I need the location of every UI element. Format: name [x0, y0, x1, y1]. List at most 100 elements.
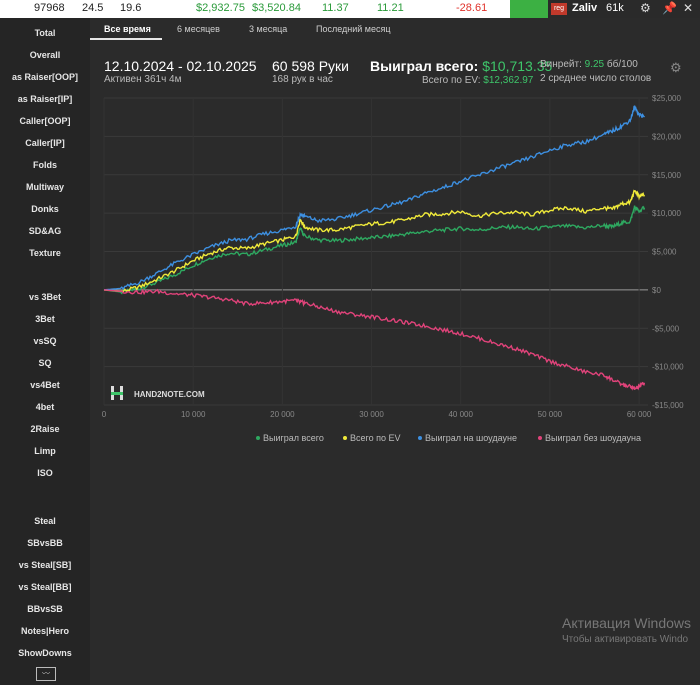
ev-total-value: $12,362.97	[483, 75, 534, 86]
total-won: Выиграл всего: $10,713.35	[370, 58, 552, 74]
status-indicator	[510, 0, 548, 18]
close-icon[interactable]: ✕	[683, 1, 694, 15]
chart-settings-icon[interactable]: ⚙	[670, 60, 682, 75]
logo-text: HAND2NOTE.COM	[134, 390, 205, 399]
y-tick-label: $15,000	[652, 171, 681, 180]
sidebar-item[interactable]: SQ	[38, 358, 52, 368]
user-panel: reg Zaliv 61k ⚙ 📌 ✕	[548, 0, 700, 18]
stat-ev-won: $3,520.84	[252, 2, 301, 14]
ev-total-label: Всего по EV:	[422, 75, 481, 86]
series-line	[103, 205, 646, 295]
x-tick-label: 40 000	[448, 410, 473, 419]
x-tick-label: 30 000	[359, 410, 384, 419]
legend-marker	[418, 436, 422, 440]
sidebar-item[interactable]: 3Bet	[35, 314, 55, 324]
sidebar-item[interactable]: Limp	[34, 446, 56, 456]
sidebar-item[interactable]: SD&AG	[28, 226, 62, 236]
user-hands: 61k	[606, 2, 624, 14]
date-range: 12.10.2024 - 02.10.2025	[104, 58, 257, 74]
x-tick-label: 50 000	[538, 410, 563, 419]
active-time: Активен 361ч 4м	[104, 74, 182, 85]
user-badge: reg	[551, 3, 567, 15]
sidebar-item[interactable]: as Raiser[OOP]	[11, 72, 79, 82]
legend-label: Выиграл на шоудауне	[425, 433, 517, 443]
sidebar-item[interactable]: vs Steal[SB]	[18, 560, 72, 570]
y-tick-label: $10,000	[652, 209, 681, 218]
sidebar-item[interactable]: SBvsBB	[27, 538, 63, 548]
sidebar-item[interactable]: Donks	[31, 204, 59, 214]
winrate: Винрейт: 9.25 бб/100	[540, 59, 638, 70]
y-tick-label: $5,000	[652, 248, 677, 257]
sidebar-item[interactable]: vsSQ	[33, 336, 57, 346]
hands-per-hour: 168 рук в час	[272, 74, 333, 85]
sidebar-item[interactable]: 4bet	[35, 402, 55, 412]
logo-icon	[111, 392, 123, 395]
tab-all-time[interactable]: Все время	[104, 24, 151, 34]
sidebar-item[interactable]: Total	[34, 28, 56, 38]
winrate-label: Винрейт:	[540, 59, 582, 70]
sidebar-item[interactable]: Steal	[34, 516, 56, 526]
sidebar-item[interactable]: Caller[IP]	[25, 138, 65, 148]
sidebar-item[interactable]: BBvsSB	[27, 604, 63, 614]
y-tick-label: $25,000	[652, 94, 681, 103]
stat-won: $2,932.75	[196, 2, 245, 14]
chart-icon[interactable]: 〰	[36, 667, 56, 681]
sidebar-item[interactable]: vs4Bet	[30, 380, 60, 390]
stat-pfr: 19.6	[120, 2, 142, 14]
stats-sidebar: Total Overall as Raiser[OOP] as Raiser[IP] C…	[0, 18, 90, 685]
total-won-label: Выиграл всего:	[370, 58, 479, 74]
sidebar-item[interactable]: vs Steal[BB]	[18, 582, 72, 592]
pin-icon[interactable]: 📌	[662, 1, 677, 15]
ev-total: Всего по EV: $12,362.97	[422, 75, 533, 86]
sidebar-item[interactable]: Folds	[33, 160, 57, 170]
total-won-value: $10,713.35	[482, 58, 553, 74]
gear-icon[interactable]: ⚙	[640, 1, 651, 15]
stat-bb100: 11.37	[322, 2, 349, 14]
tab-last-month[interactable]: Последний месяц	[316, 24, 391, 34]
windows-activation-title: Активация Windows	[562, 615, 692, 631]
sidebar-item[interactable]: ISO	[37, 468, 53, 478]
x-tick-label: 20 000	[270, 410, 295, 419]
hands-count: 60 598 Руки	[272, 58, 349, 74]
winrate-unit: бб/100	[606, 59, 638, 70]
user-name[interactable]: Zaliv	[572, 2, 598, 14]
x-tick-label: 60 000	[627, 410, 652, 419]
sidebar-item[interactable]: as Raiser[IP]	[17, 94, 73, 104]
sidebar-item[interactable]: Multiway	[25, 182, 64, 192]
stat-diff: -28.61	[456, 2, 488, 14]
x-tick-label: 10 000	[181, 410, 206, 419]
legend-marker	[343, 436, 347, 440]
winrate-value: 9.25	[584, 59, 605, 70]
sidebar-item[interactable]: 2Raise	[30, 424, 60, 434]
windows-activation-subtitle: Чтобы активировать Windo	[562, 634, 689, 645]
legend-marker	[256, 436, 260, 440]
legend-label: Выиграл всего	[263, 433, 324, 443]
series-line	[103, 105, 646, 291]
sidebar-item[interactable]: Notes|Hero	[20, 626, 70, 636]
legend-label: Всего по EV	[350, 433, 400, 443]
y-tick-label: -$5,000	[652, 324, 680, 333]
x-tick-label: 0	[102, 410, 107, 419]
stat-vpip: 24.5	[82, 2, 104, 14]
tab-6-months[interactable]: 6 месяцев	[177, 24, 220, 34]
sidebar-item[interactable]: ShowDowns	[18, 648, 72, 658]
y-tick-label: $20,000	[652, 132, 681, 141]
sidebar-item[interactable]: vs 3Bet	[28, 292, 62, 302]
legend-label: Выиграл без шоудауна	[545, 433, 641, 443]
sidebar-item[interactable]: Overall	[29, 50, 61, 60]
stat-ev-bb100: 11.21	[377, 2, 404, 14]
tab-3-months[interactable]: 3 месяца	[249, 24, 288, 34]
series-line	[103, 288, 646, 391]
y-tick-label: -$15,000	[652, 401, 684, 410]
legend-marker	[538, 436, 542, 440]
sidebar-item[interactable]: Caller[OOP]	[19, 116, 71, 126]
y-tick-label: $0	[652, 286, 661, 295]
avg-tables: 2 среднее число столов	[540, 73, 652, 84]
period-tabs: Все время 6 месяцев 3 месяца Последний м…	[90, 18, 700, 40]
y-tick-label: -$10,000	[652, 363, 684, 372]
series-line	[103, 189, 646, 293]
active-tab-indicator	[90, 38, 162, 40]
sidebar-item[interactable]: Texture	[29, 248, 61, 258]
stat-hands: 97968	[34, 2, 65, 14]
